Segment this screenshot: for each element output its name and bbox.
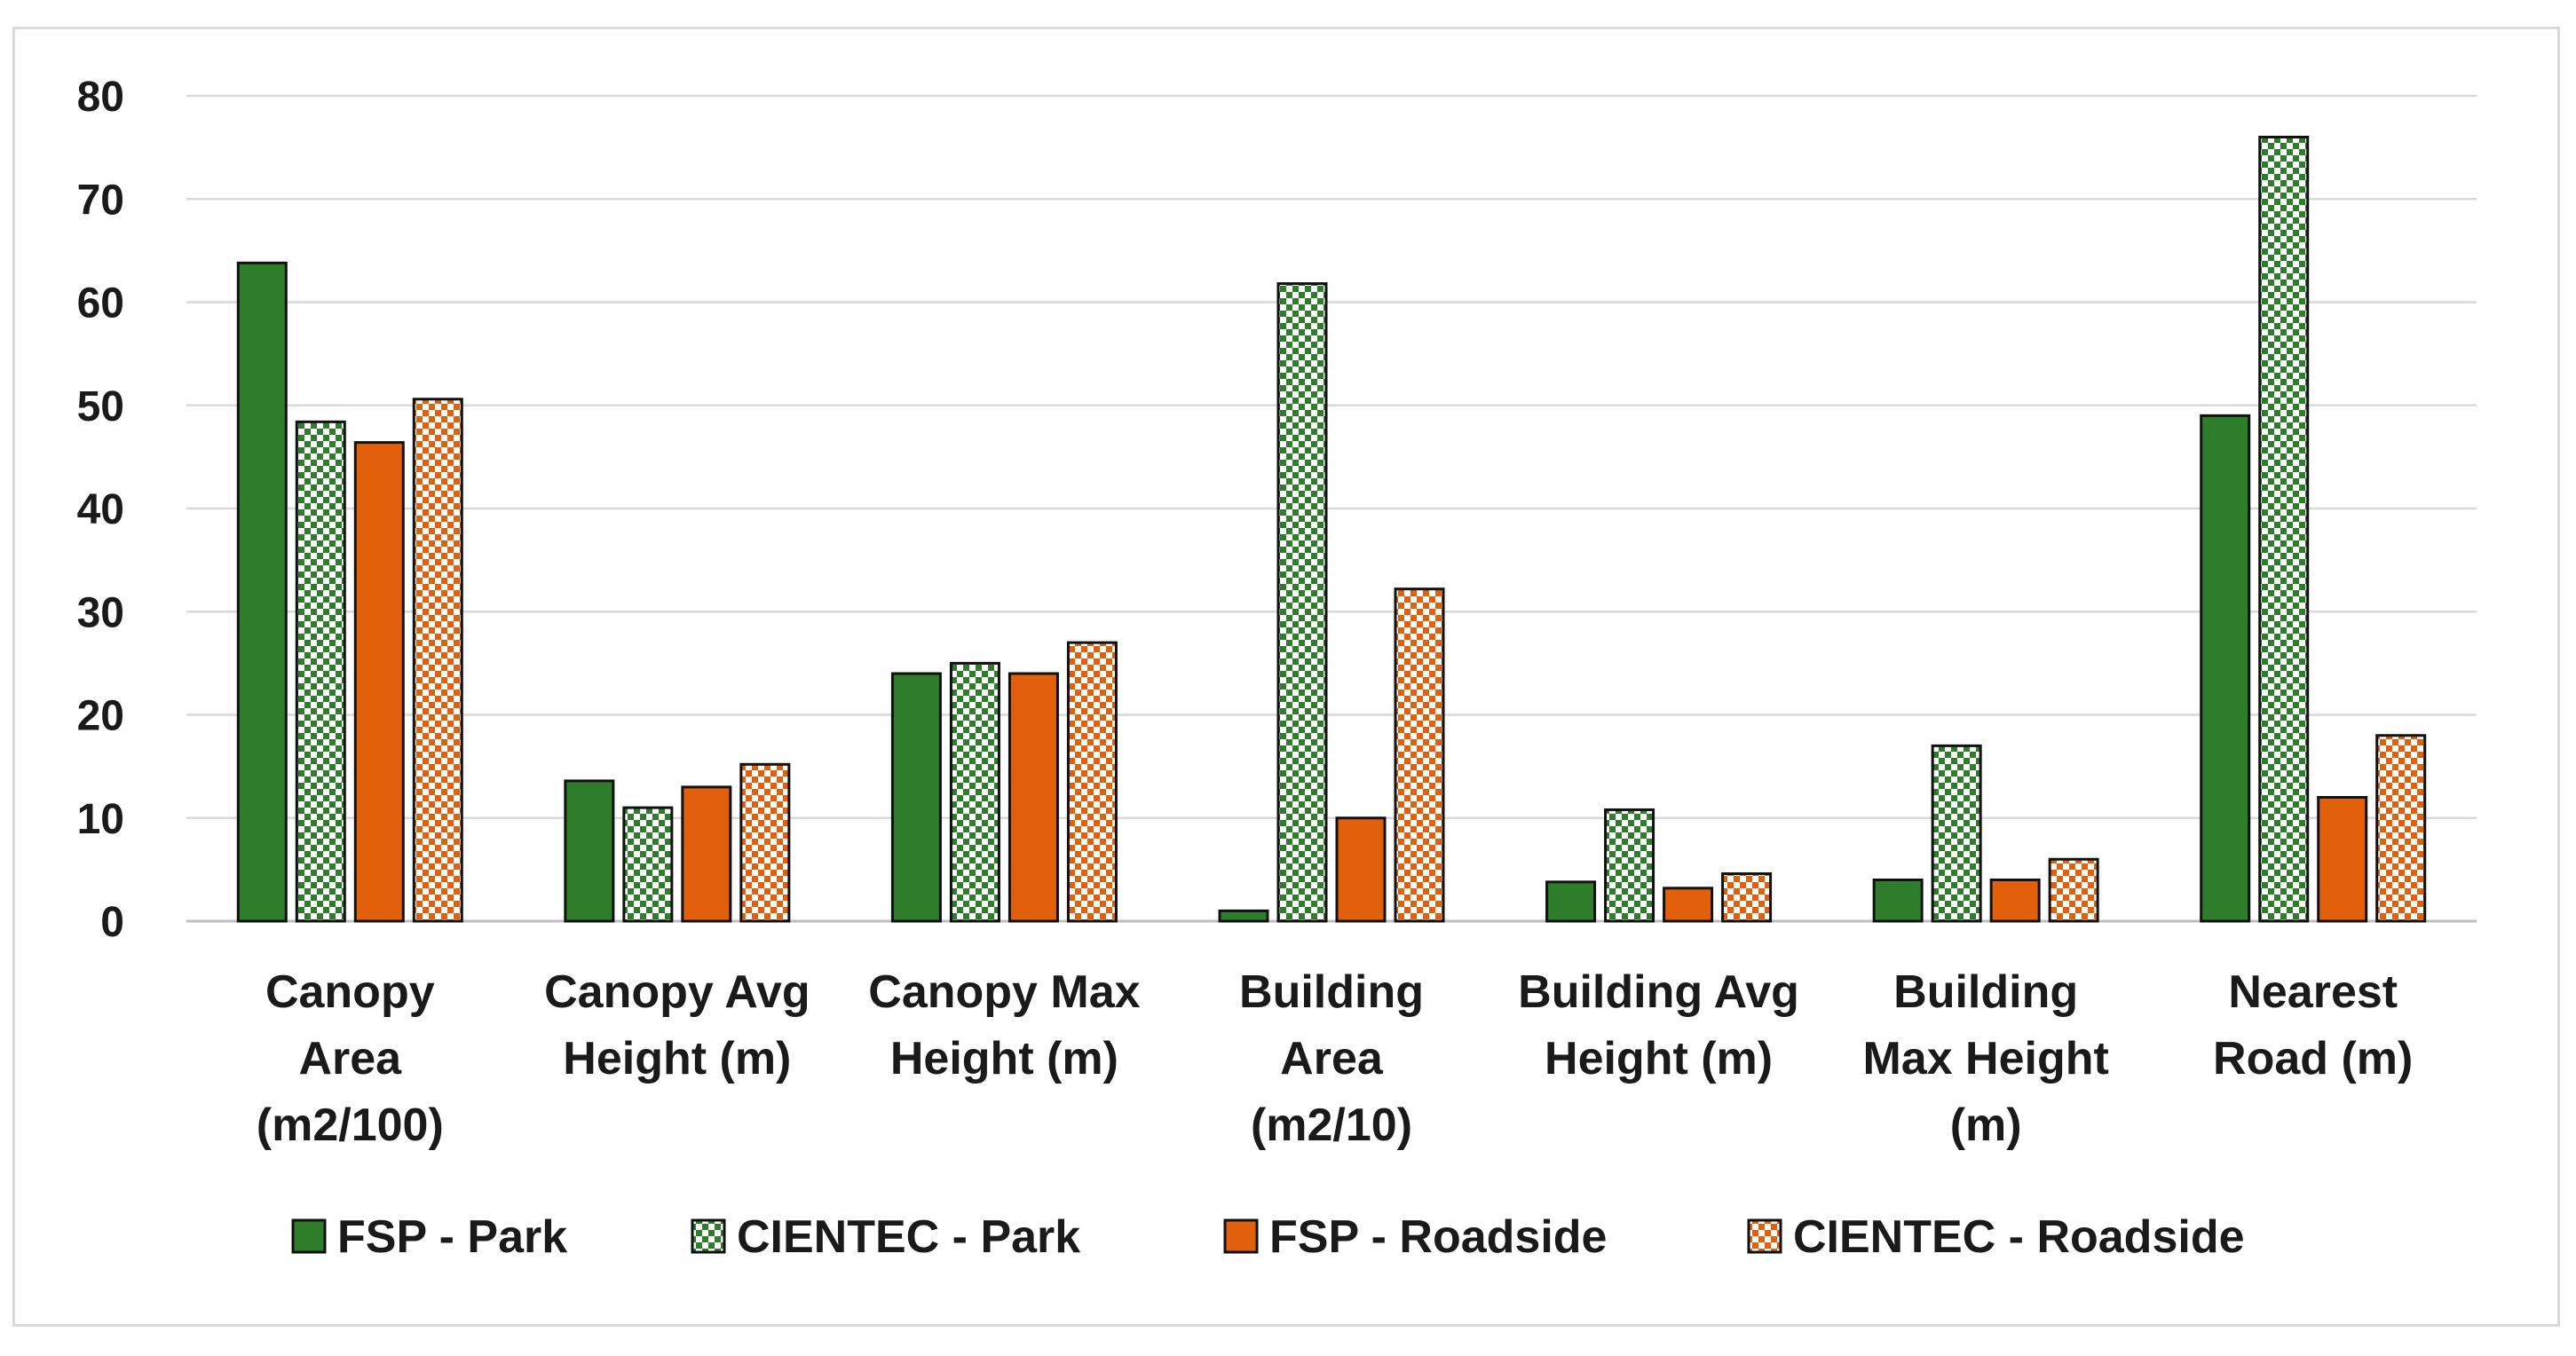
legend-label: FSP - Park — [337, 1211, 567, 1263]
bar-fsp-park-5 — [1872, 879, 1924, 923]
bar-cientec-park-5 — [1931, 744, 1982, 923]
y-tick-label: 80 — [77, 74, 124, 121]
bar-fsp-roadside-2 — [1007, 672, 1059, 923]
bar-fsp-roadside-3 — [1335, 816, 1387, 923]
bar-cientec-roadside-1 — [739, 762, 791, 923]
bar-cientec-roadside-2 — [1066, 641, 1118, 923]
category-label: Canopy — [265, 966, 435, 1018]
y-tick-label: 10 — [77, 796, 124, 843]
y-tick-label: 30 — [77, 589, 124, 636]
bar-cientec-park-4 — [1604, 808, 1655, 923]
category-label: Height (m) — [890, 1033, 1118, 1084]
bar-cientec-roadside-4 — [1721, 872, 1773, 923]
bar-cientec-park-3 — [1276, 282, 1328, 923]
legend-swatch — [1747, 1218, 1782, 1254]
bar-fsp-park-0 — [236, 261, 288, 923]
y-tick-label: 60 — [77, 280, 124, 327]
category-label: Road (m) — [2213, 1033, 2413, 1084]
category-label: Height (m) — [1545, 1033, 1773, 1084]
category-label: Building Avg — [1518, 966, 1799, 1018]
category-label: (m2/10) — [1251, 1100, 1412, 1151]
bars — [236, 136, 2427, 923]
bar-fsp-park-2 — [890, 672, 942, 923]
y-tick-label: 0 — [100, 899, 124, 946]
category-label: Max Height — [1862, 1033, 2108, 1084]
y-axis-ticks: 0 10 20 30 40 50 60 70 80 — [77, 74, 124, 946]
category-label: Height (m) — [563, 1033, 791, 1084]
y-tick-label: 50 — [77, 383, 124, 430]
bar-cientec-roadside-5 — [2048, 857, 2099, 923]
category-label: (m2/100) — [257, 1100, 444, 1151]
bar-fsp-park-3 — [1218, 909, 1269, 923]
legend-label: CIENTEC - Park — [737, 1211, 1080, 1263]
gridlines — [186, 94, 2477, 923]
bar-cientec-roadside-3 — [1394, 587, 1445, 923]
bar-fsp-park-4 — [1545, 880, 1597, 923]
bar-fsp-roadside-1 — [681, 785, 732, 923]
bar-fsp-roadside-0 — [353, 441, 405, 923]
bar-cientec-roadside-6 — [2375, 734, 2427, 923]
category-label: Area — [298, 1033, 402, 1084]
bar-cientec-roadside-0 — [412, 398, 463, 923]
y-tick-label: 70 — [77, 177, 124, 224]
bar-fsp-roadside-6 — [2317, 796, 2368, 923]
bar-cientec-park-1 — [622, 806, 674, 923]
legend-label: FSP - Roadside — [1269, 1211, 1607, 1263]
category-label: Canopy Max — [868, 966, 1140, 1018]
category-label: Building — [1893, 966, 2078, 1018]
category-label: Nearest — [2228, 966, 2398, 1018]
category-label: (m) — [1950, 1100, 2022, 1151]
bar-cientec-park-6 — [2258, 136, 2310, 923]
bar-cientec-park-2 — [949, 661, 1000, 923]
category-label: Building — [1239, 966, 1424, 1018]
bar-cientec-park-0 — [295, 420, 346, 923]
category-label: Canopy Avg — [544, 966, 810, 1018]
bar-fsp-park-6 — [2200, 414, 2251, 923]
legend-label: CIENTEC - Roadside — [1793, 1211, 2245, 1263]
legend-swatch — [691, 1218, 726, 1254]
x-axis-categories: Canopy Area (m2/100) Canopy Avg Height (m) Ca… — [257, 966, 2414, 1151]
bar-fsp-roadside-5 — [1989, 879, 2041, 923]
y-tick-label: 40 — [77, 486, 124, 533]
legend-swatch — [291, 1218, 327, 1254]
bar-fsp-park-1 — [564, 779, 615, 923]
legend: FSP - Park CIENTEC - Park FSP - Roadside CI… — [291, 1211, 2245, 1263]
legend-swatch — [1223, 1218, 1259, 1254]
bar-fsp-roadside-4 — [1663, 887, 1714, 923]
y-tick-label: 20 — [77, 693, 124, 740]
category-label: Area — [1280, 1033, 1384, 1084]
